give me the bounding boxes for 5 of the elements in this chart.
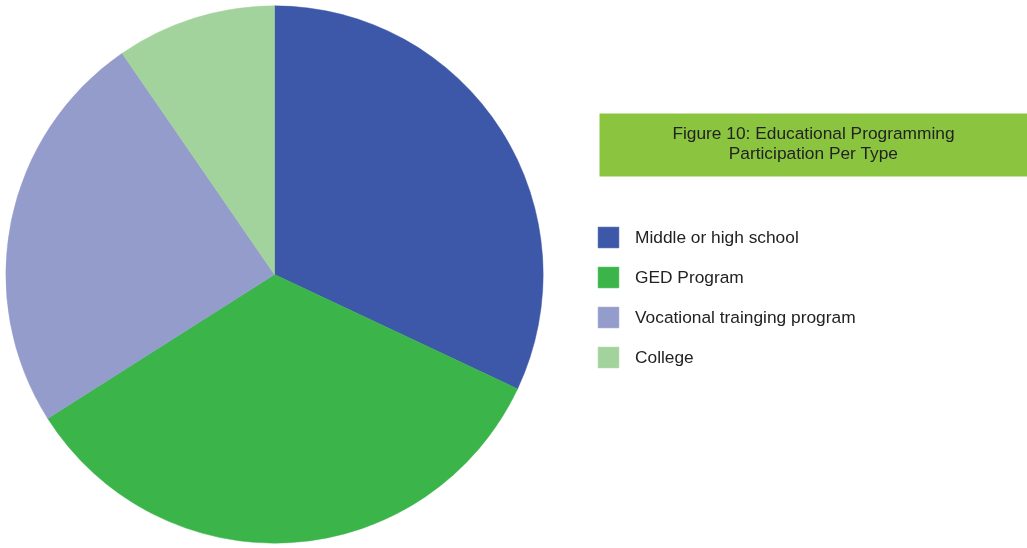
legend-label: Vocational trainging program (635, 306, 856, 328)
text: Figure 10: Educational Programming Participation Per Type (672, 123, 955, 163)
legend-label: GED Program (635, 266, 744, 288)
legend-label: College (635, 346, 694, 368)
legend-label: Middle or high school (635, 226, 799, 248)
